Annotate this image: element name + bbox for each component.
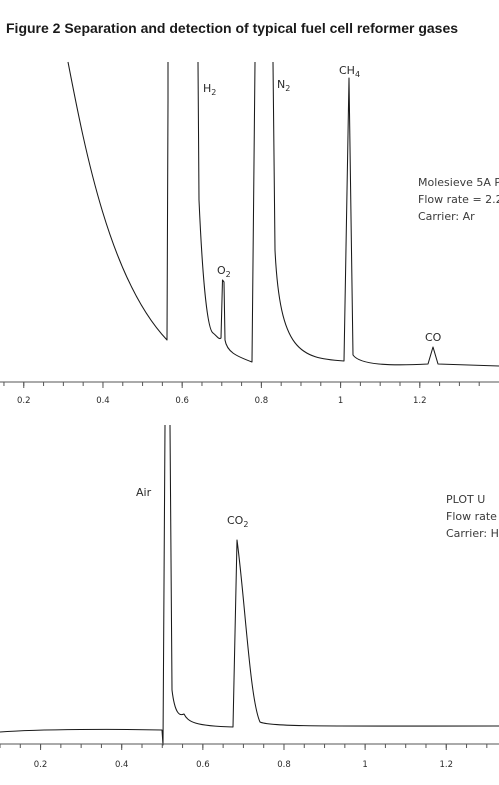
chromatogram-1-x-tick-label: 0.2 xyxy=(17,396,31,406)
column-note-2-line-3: Carrier: H xyxy=(446,527,499,540)
chromatogram-1-x-tick-label: 0.6 xyxy=(175,396,189,406)
chromatogram-1-x-ticks: 0.2 0.4 0.6 0.8 1 1.2 xyxy=(3,382,480,406)
figure-title: Figure 2 Separation and detection of typ… xyxy=(6,20,459,36)
peak-label-h2: H2 xyxy=(203,82,216,97)
chromatogram-2-x-tick-label: 0.6 xyxy=(196,760,210,770)
column-note-1-line-2: Flow rate = 2.2 xyxy=(418,193,499,206)
peak-label-air: Air xyxy=(136,486,152,499)
chromatogram-1-x-tick-label: 1.2 xyxy=(413,396,427,406)
chromatogram-1-x-tick-label: 0.8 xyxy=(255,396,269,406)
chromatogram-2-x-tick-label: 0.4 xyxy=(115,760,129,770)
peak-label-ch4: CH4 xyxy=(339,64,360,79)
chromatogram-2-trace xyxy=(0,424,499,746)
chromatogram-2-x-tick-label: 0.2 xyxy=(34,760,48,770)
chromatogram-1-trace xyxy=(67,61,499,367)
column-note-1-line-1: Molesieve 5A P xyxy=(418,176,499,189)
chromatogram-1-x-tick-label: 0.4 xyxy=(96,396,110,406)
chromatogram-1: 0.2 0.4 0.6 0.8 1 1.2 H2 O2 N2 CH4 CO Molesie… xyxy=(0,61,499,406)
chromatogram-2-x-tick-label: 1.2 xyxy=(439,760,453,770)
chromatogram-2-x-ticks: 0.2 0.4 0.6 0.8 1 1.2 xyxy=(0,744,488,770)
peak-label-co: CO xyxy=(425,331,442,344)
chromatogram-2-x-tick-label: 1 xyxy=(362,760,367,770)
peak-label-co2: CO2 xyxy=(227,514,248,529)
column-note-2-line-1: PLOT U xyxy=(446,493,485,506)
chromatogram-2: 0.2 0.4 0.6 0.8 1 1.2 Air CO2 PLOT U Flow rat… xyxy=(0,424,499,770)
column-note-2-line-2: Flow rate xyxy=(446,510,497,523)
column-note-1-line-3: Carrier: Ar xyxy=(418,210,475,223)
peak-label-n2: N2 xyxy=(277,78,290,93)
chromatogram-1-x-tick-label: 1 xyxy=(338,396,343,406)
peak-label-o2: O2 xyxy=(217,264,231,279)
chromatogram-2-x-tick-label: 0.8 xyxy=(277,760,291,770)
